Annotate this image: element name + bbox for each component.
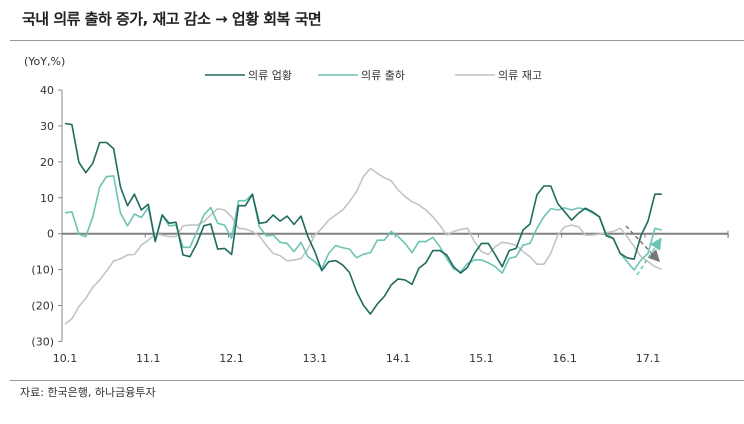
x-tick-label: 14.1 bbox=[386, 352, 411, 365]
x-tick-label: 12.1 bbox=[219, 352, 244, 365]
bottom-divider bbox=[10, 380, 744, 381]
y-tick-label: 10 bbox=[40, 192, 54, 205]
source-note: 자료: 한국은행, 하나금융투자 bbox=[20, 386, 156, 399]
y-tick-label: 30 bbox=[40, 120, 54, 133]
dashed-arrow-down bbox=[625, 225, 661, 263]
x-tick-label: 17.1 bbox=[636, 352, 661, 365]
legend-label-1: 의류 업황 bbox=[248, 69, 292, 82]
series-line-3 bbox=[64, 167, 663, 325]
x-tick-label: 10.1 bbox=[53, 352, 78, 365]
legend-label-3: 의류 재고 bbox=[498, 69, 542, 82]
y-tick-label: 0 bbox=[47, 228, 54, 241]
top-divider bbox=[10, 40, 744, 41]
y-tick-label: (30) bbox=[31, 335, 54, 348]
chart-title: 국내 의류 출하 증가, 재고 감소 → 업황 회복 국면 bbox=[22, 10, 322, 28]
legend-label-2: 의류 출하 bbox=[361, 68, 405, 82]
y-axis-unit-label: (YoY,%) bbox=[24, 55, 66, 68]
x-tick-label: 11.1 bbox=[136, 352, 161, 365]
x-tick-label: 16.1 bbox=[552, 352, 577, 365]
y-tick-label: (10) bbox=[31, 264, 54, 277]
series-line-1 bbox=[64, 122, 662, 315]
y-tick-label: 40 bbox=[40, 84, 54, 97]
y-tick-label: 20 bbox=[40, 156, 54, 169]
x-tick-label: 15.1 bbox=[469, 352, 494, 365]
x-tick-label: 13.1 bbox=[303, 352, 328, 365]
y-tick-label: (20) bbox=[31, 300, 54, 313]
